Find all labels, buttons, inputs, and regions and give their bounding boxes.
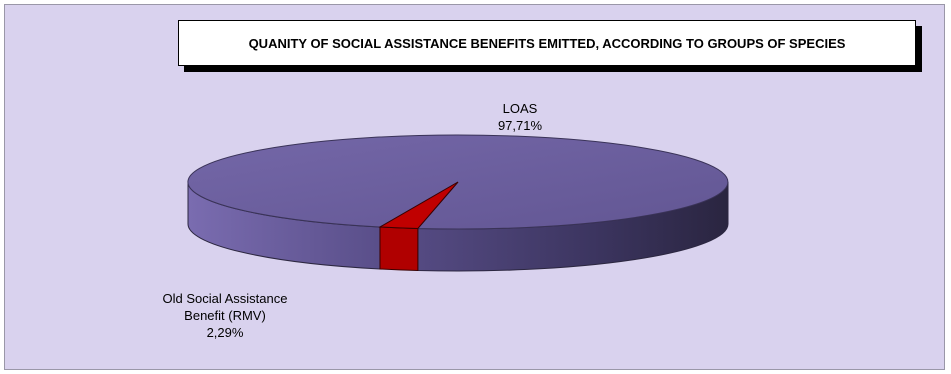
slice-label-rmv-name-2: Benefit (RMV) [184,308,266,323]
pie-slice-rmv [378,181,459,229]
pie-side-rmv [379,226,419,271]
slice-label-rmv-name-1: Old Social Assistance [162,291,288,306]
slice-label-rmv: Old Social Assistance Benefit (RMV) 2,29… [140,290,310,341]
chart-title: QUANITY OF SOCIAL ASSISTANCE BENEFITS EM… [178,20,916,66]
slice-label-rmv-value: 2,29% [206,325,244,340]
slice-label-loas: LOAS 97,71% [450,100,590,134]
slice-label-loas-name: LOAS [502,101,538,116]
slice-label-loas-value: 97,71% [497,118,543,133]
